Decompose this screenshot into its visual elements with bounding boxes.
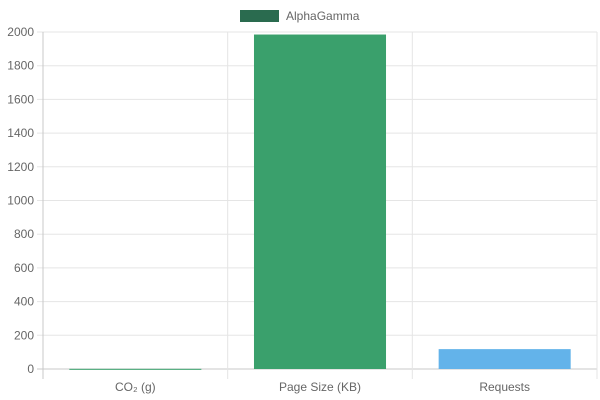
x-axis: CO₂ (g) Page Size (KB) Requests	[115, 380, 530, 394]
y-tick-label: 600	[14, 261, 34, 275]
y-tick-label: 1000	[7, 194, 34, 208]
legend[interactable]: AlphaGamma	[240, 9, 360, 23]
bar[interactable]	[253, 34, 387, 370]
y-tick-label: 1600	[7, 92, 34, 106]
x-tick-label: Requests	[479, 380, 530, 394]
y-tick-label: 0	[27, 362, 34, 376]
y-tick-label: 1400	[7, 126, 34, 140]
y-tick-label: 400	[14, 295, 34, 309]
x-tick-label: CO₂ (g)	[115, 380, 156, 394]
y-tick-label: 800	[14, 227, 34, 241]
x-tick-label: Page Size (KB)	[279, 380, 361, 394]
y-tick-label: 200	[14, 328, 34, 342]
y-tick-label: 1200	[7, 160, 34, 174]
legend-label: AlphaGamma	[286, 9, 360, 23]
bars	[69, 34, 571, 370]
y-tick-label: 1800	[7, 59, 34, 73]
bar[interactable]	[69, 368, 202, 370]
y-tick-label: 2000	[7, 25, 34, 39]
bar[interactable]	[438, 349, 571, 369]
y-axis: 0 200 400 600 800 1000 1200 1400 1600 1800 2000	[7, 25, 34, 376]
legend-swatch	[240, 10, 279, 22]
